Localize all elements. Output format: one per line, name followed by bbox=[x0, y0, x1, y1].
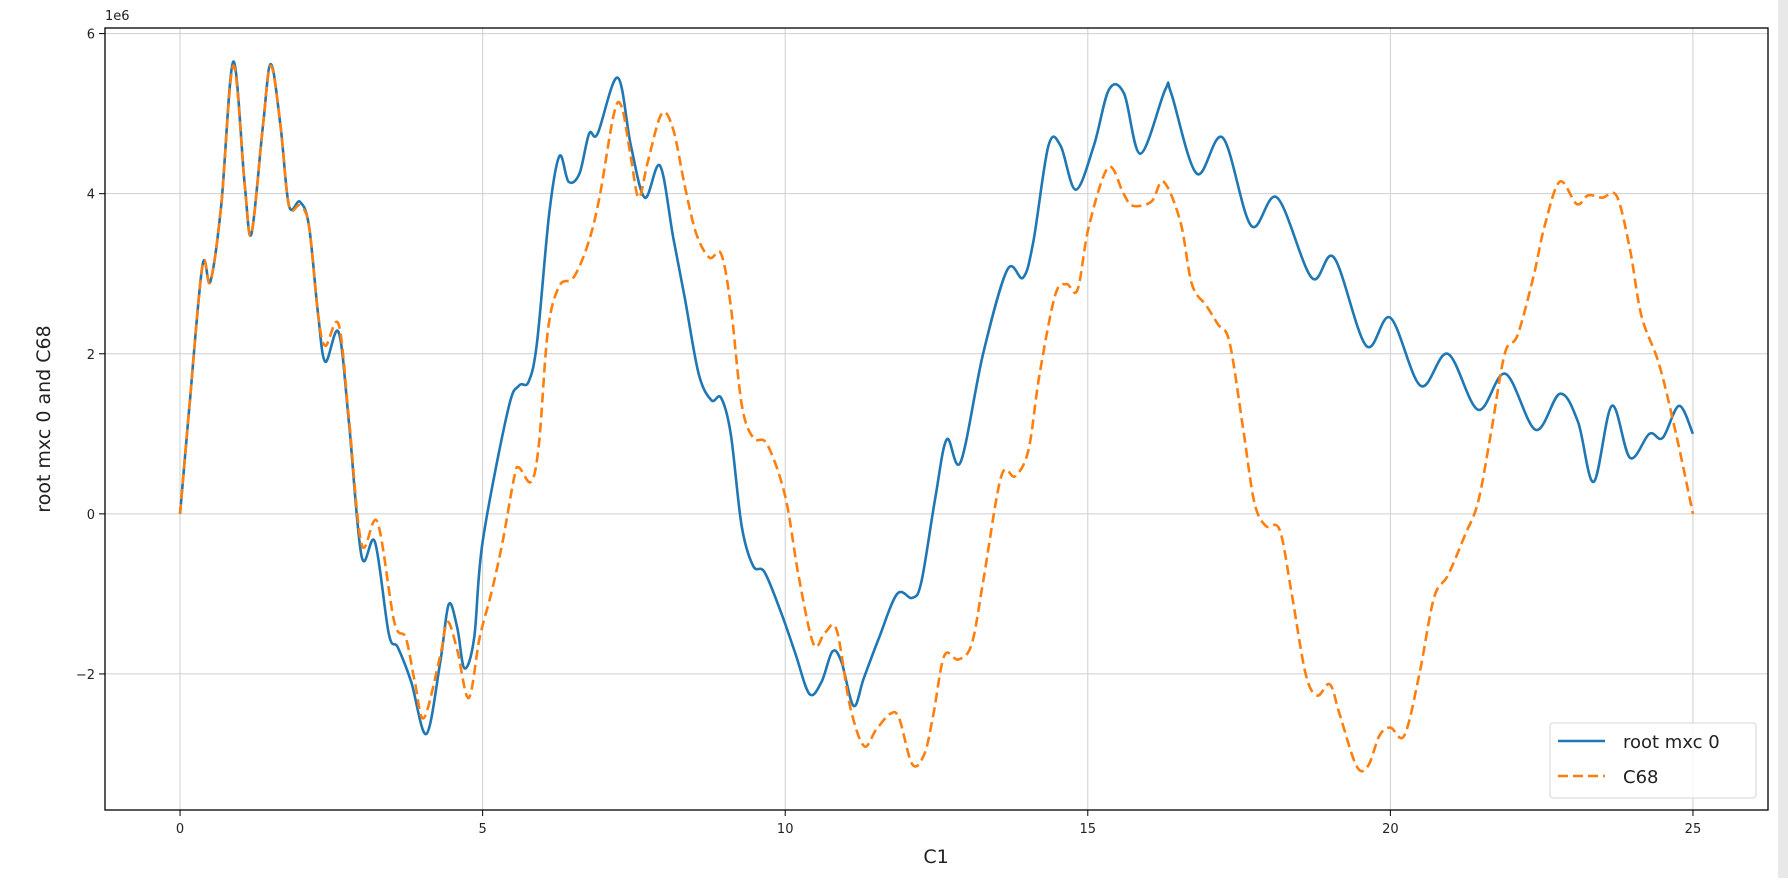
y-axis-label: root mxc 0 and C68 bbox=[33, 325, 55, 512]
x-tick-label: 15 bbox=[1080, 822, 1097, 837]
x-axis-label: C1 bbox=[923, 846, 948, 868]
legend-label-c68: C68 bbox=[1623, 767, 1658, 788]
x-tick-label: 5 bbox=[478, 822, 486, 837]
y-tick-label: 0 bbox=[87, 508, 95, 523]
series-line-root-mxc-0 bbox=[178, 60, 1695, 736]
y-offset-label: 1e6 bbox=[105, 9, 130, 24]
x-tick-label: 10 bbox=[777, 822, 794, 837]
grid bbox=[105, 28, 1768, 810]
y-tick-label: 4 bbox=[87, 188, 95, 203]
series-line-c68 bbox=[178, 64, 1695, 773]
window-edge-strip bbox=[1778, 0, 1788, 878]
y-tick-label: −2 bbox=[76, 668, 95, 683]
legend: root mxc 0 C68 bbox=[1549, 722, 1757, 799]
series-lines bbox=[178, 60, 1695, 773]
x-tick-label: 20 bbox=[1382, 822, 1399, 837]
plot-frame bbox=[104, 27, 1769, 811]
y-tick-label: 2 bbox=[87, 348, 95, 363]
axis-ticks: 0 5 10 15 20 25 −2 0 2 4 6 bbox=[76, 28, 1701, 837]
y-tick-label: 6 bbox=[87, 28, 95, 43]
legend-label-root-mxc-0: root mxc 0 bbox=[1623, 732, 1720, 753]
x-tick-label: 25 bbox=[1685, 822, 1702, 837]
x-tick-label: 0 bbox=[176, 822, 184, 837]
